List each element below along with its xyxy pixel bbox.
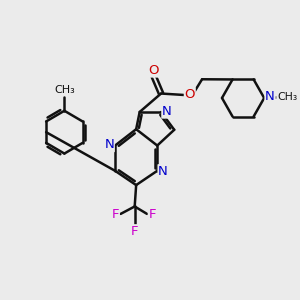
Text: N: N: [158, 165, 168, 178]
Text: O: O: [184, 88, 195, 101]
Text: N: N: [104, 138, 114, 152]
Text: F: F: [131, 225, 138, 238]
Text: F: F: [112, 208, 119, 221]
Text: N: N: [265, 90, 275, 103]
Text: F: F: [148, 208, 156, 221]
Text: CH₃: CH₃: [277, 92, 297, 102]
Text: N: N: [162, 105, 172, 118]
Text: O: O: [148, 64, 158, 77]
Text: CH₃: CH₃: [54, 85, 75, 95]
